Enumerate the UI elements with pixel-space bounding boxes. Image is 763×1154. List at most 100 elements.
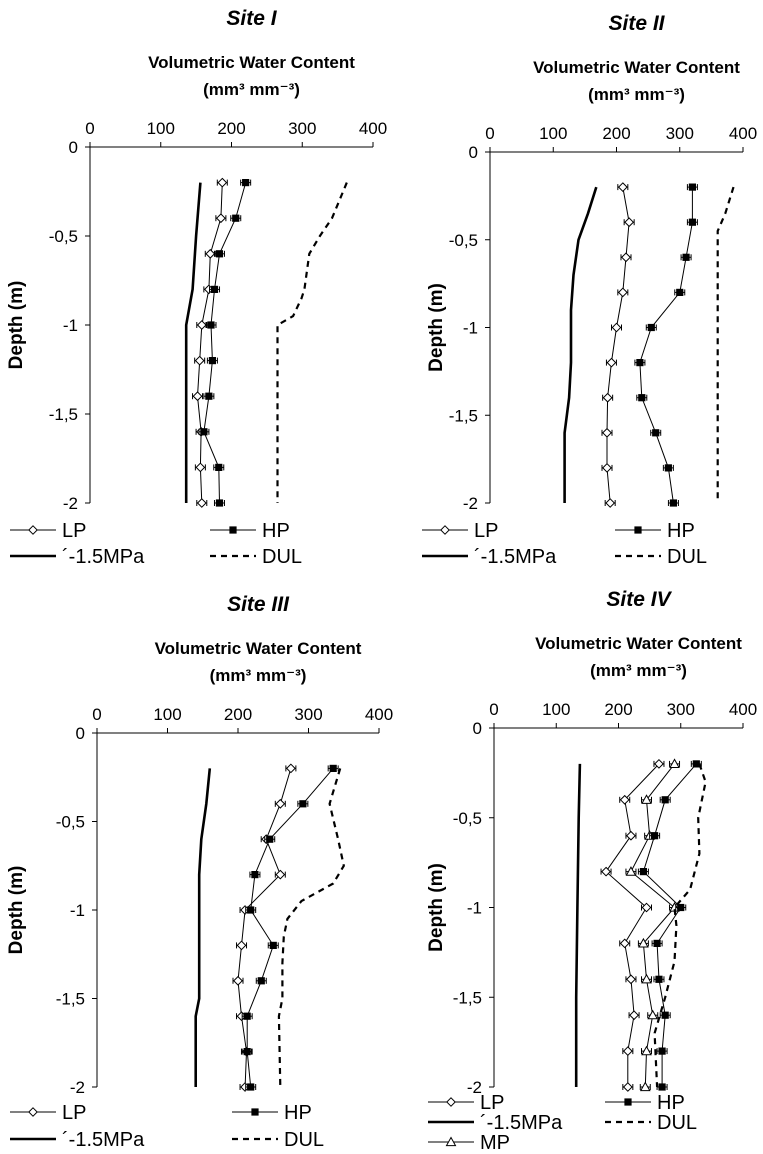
legend-label: ´-1.5MPa — [480, 1112, 563, 1134]
series-mp-point — [641, 1045, 652, 1056]
series-hp-line — [246, 768, 334, 1088]
series-lp-point — [606, 357, 617, 368]
chart-panel-2: Site II Volumetric Water Content (mm³ mm⁻³… — [422, 12, 757, 568]
series-lp-point — [624, 217, 635, 228]
legend-label: DUL — [284, 1129, 324, 1151]
series-lp-point — [275, 869, 286, 880]
series-lp-point — [601, 866, 611, 877]
series-lp-point — [233, 975, 243, 986]
series-lp-line — [605, 763, 660, 1087]
series-15mpa-line — [194, 768, 212, 1087]
series-hp-point — [243, 1012, 251, 1020]
series-hp-point — [658, 1083, 666, 1091]
series-15mpa — [574, 763, 582, 1087]
legend-label: HP — [284, 1102, 312, 1124]
x-tick-label: 200 — [602, 124, 630, 143]
series-hp-point — [682, 253, 690, 261]
x-axis-unit: (mm³ mm⁻³) — [590, 661, 687, 680]
series-lp-point — [215, 213, 226, 224]
series-mp-point — [638, 937, 649, 948]
legend-label: HP — [262, 520, 290, 542]
x-tick-label: 300 — [666, 124, 694, 143]
series-mp-point — [639, 1081, 651, 1092]
x-tick-label: 400 — [359, 119, 387, 138]
y-tick-label: -1,5 — [449, 406, 478, 425]
series-15mpa-line — [563, 186, 598, 503]
series-hp-point — [692, 760, 700, 768]
x-tick-label: 400 — [365, 705, 393, 724]
legend-label: DUL — [667, 546, 707, 568]
series-hp-point — [647, 323, 655, 332]
series-hp-point — [638, 394, 646, 402]
series-dul — [716, 186, 735, 503]
y-tick-label: -0,5 — [56, 813, 85, 832]
legend-label: HP — [667, 520, 695, 542]
legend-label: ´-1.5MPa — [62, 546, 145, 568]
x-axis-title: Volumetric Water Content — [155, 639, 362, 658]
series-hp-point — [210, 285, 219, 293]
x-tick-label: 200 — [224, 705, 252, 724]
series-lp-point — [602, 392, 613, 403]
y-tick-label: -1,5 — [49, 405, 78, 424]
legend-item-marker — [28, 1107, 38, 1117]
chart-panel-4: Site IV Volumetric Water Content (mm³ mm⁻³… — [426, 588, 757, 1154]
y-tick-label: -1 — [63, 316, 78, 335]
series-hp-point — [257, 977, 265, 985]
series-hp-point — [676, 288, 684, 296]
series-lp-point — [602, 427, 612, 438]
y-tick-label: -1,5 — [453, 988, 482, 1007]
series-lp-line — [606, 187, 630, 504]
y-axis-title: Depth (m) — [6, 281, 27, 370]
series-hp-point — [205, 392, 213, 400]
x-tick-label: 300 — [288, 119, 316, 138]
legend-label: HP — [657, 1092, 685, 1114]
y-tick-label: -0,5 — [449, 231, 478, 250]
y-tick-label: 0 — [473, 719, 482, 738]
series-hp — [634, 183, 698, 507]
series-hp-point — [299, 800, 307, 808]
y-tick-label: -2 — [463, 494, 478, 513]
series-lp-point — [626, 830, 636, 841]
chart-title: Site I — [226, 7, 277, 30]
series-lp-point — [236, 940, 247, 951]
series-dul-line — [653, 763, 707, 1088]
series-hp-line — [642, 763, 697, 1087]
x-axis-title: Volumetric Water Content — [533, 58, 740, 77]
series-hp-point — [215, 499, 224, 507]
y-tick-label: -1 — [467, 899, 482, 918]
legend-label: DUL — [262, 546, 302, 568]
legend-item-marker — [229, 526, 237, 534]
x-axis-title: Volumetric Water Content — [148, 53, 355, 72]
y-tick-label: -1 — [463, 319, 478, 338]
series-hp-point — [243, 1048, 251, 1056]
series-mp-line — [630, 763, 676, 1088]
series-dul — [277, 768, 345, 1088]
series-hp-point — [251, 871, 259, 879]
series-dul — [653, 763, 707, 1088]
series-lp-point — [626, 974, 636, 985]
series-15mpa — [563, 186, 598, 503]
y-tick-label: -1,5 — [56, 990, 85, 1009]
x-tick-label: 0 — [485, 124, 494, 143]
legend-label: ´-1.5MPa — [474, 546, 557, 568]
series-lp-point — [192, 391, 203, 402]
y-tick-label: -0,5 — [453, 809, 482, 828]
legend-item-marker — [446, 1097, 456, 1107]
legend-label: MP — [480, 1132, 510, 1154]
series-lp-point — [217, 177, 228, 188]
series-hp-point — [242, 179, 250, 187]
series-hp-point — [661, 1011, 669, 1019]
series-mp-point — [669, 758, 680, 768]
legend: LP HP ´-1.5MPa DUL MP — [428, 1092, 697, 1154]
series-hp-point — [661, 796, 669, 804]
x-axis-title: Volumetric Water Content — [535, 634, 742, 653]
legend-item-marker — [624, 1098, 632, 1106]
series-15mpa — [194, 768, 212, 1087]
x-tick-label: 300 — [667, 700, 695, 719]
y-tick-label: -2 — [63, 494, 78, 513]
legend: LP HP ´-1.5MPa DUL — [10, 1102, 324, 1151]
series-hp-point — [269, 941, 277, 949]
y-tick-label: 0 — [76, 724, 85, 743]
x-tick-label: 0 — [85, 119, 94, 138]
